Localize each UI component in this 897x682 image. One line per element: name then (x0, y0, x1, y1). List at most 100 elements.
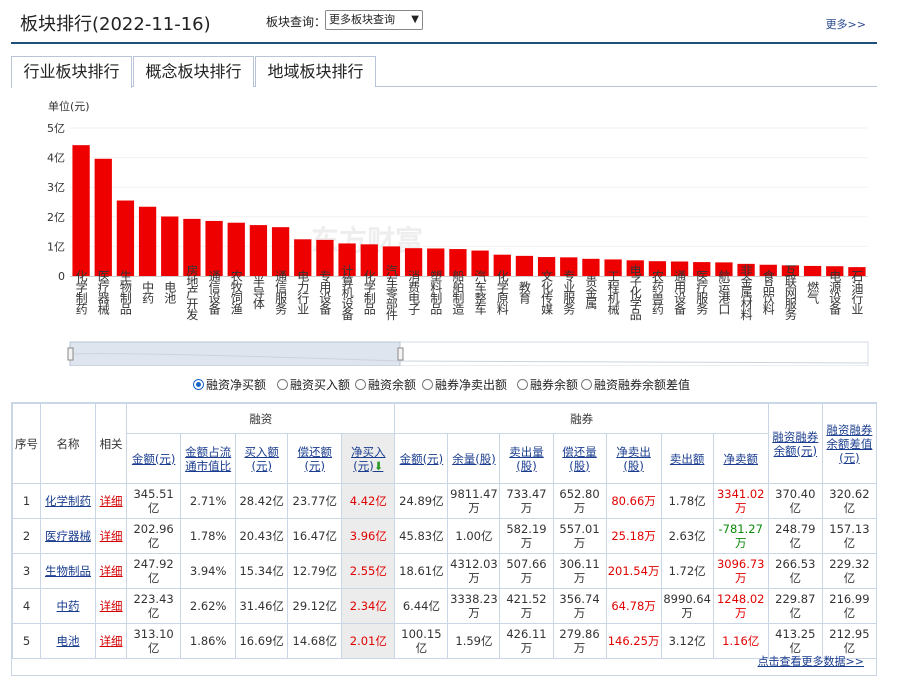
detail-link[interactable]: 详细 (99, 494, 123, 508)
table-row: 3 生物制品 详细 247.92亿 3.94% 15.34亿 12.79亿 2.55亿 18.6… (11, 553, 878, 589)
tab-region-ranking[interactable]: 地域板块排行 (255, 56, 376, 87)
x-tick-label: 中药 (141, 280, 155, 304)
y-axis-label: 单位(元) (48, 99, 90, 113)
sort-balance-diff[interactable]: 融资融券余额差值(元) (826, 422, 873, 465)
group-securities-lending: 融券 (394, 403, 769, 434)
cell-name: 化学制药 (40, 483, 97, 519)
cell-fin-buy: 28.42亿 (235, 483, 289, 519)
cell-sec-sell-amt: 3.12亿 (660, 623, 714, 659)
radio-label: 融券净卖出额 (435, 378, 508, 392)
sort-sec-sell-amt[interactable]: 卖出额 (669, 451, 705, 466)
y-tick-label: 0 (58, 270, 65, 283)
cell-fin-buy: 16.69亿 (235, 623, 289, 659)
y-tick-label: 3亿 (47, 181, 65, 194)
sort-sec-net-sell[interactable]: 净卖出(股) (616, 444, 651, 473)
cell-total-balance: 229.87亿 (767, 588, 823, 624)
y-tick-label: 5亿 (47, 122, 65, 135)
cell-fin-amount: 202.96亿 (126, 518, 182, 554)
y-tick-label: 1亿 (47, 240, 65, 253)
cell-fin-net-buy: 3.96亿 (341, 518, 396, 554)
cell-fin-ratio: 3.94% (180, 553, 237, 589)
cell-balance-diff: 229.32亿 (821, 553, 878, 589)
radio-option-3[interactable]: 融券净卖出额 (422, 376, 507, 393)
sort-sec-repay-vol[interactable]: 偿还量(股) (562, 444, 597, 473)
radio-checked-icon[interactable] (193, 379, 204, 390)
more-link[interactable]: 更多>> (825, 18, 866, 31)
cell-sec-sell-vol: 426.11万 (499, 623, 554, 659)
cell-balance-diff: 320.62亿 (821, 483, 878, 519)
sort-sec-sell-vol[interactable]: 卖出量(股) (509, 444, 544, 473)
cell-sec-sell-vol: 421.52万 (499, 588, 554, 624)
detail-link[interactable]: 详细 (99, 529, 123, 543)
tab-concept-ranking[interactable]: 概念板块排行 (133, 56, 254, 87)
radio-unchecked-icon[interactable] (277, 379, 288, 390)
x-tick-label: 文化传媒 (540, 269, 554, 315)
sort-sec-net-amt[interactable]: 净卖额 (723, 451, 758, 466)
x-tick-label: 电池 (163, 281, 177, 304)
sort-sec-amount[interactable]: 金额(元) (399, 451, 444, 466)
sort-sec-balance[interactable]: 余量(股) (452, 451, 496, 466)
cell-sec-sell-amt: 1.78亿 (660, 483, 714, 519)
sector-name-link[interactable]: 医疗器械 (45, 529, 92, 543)
cell-fin-net-buy: 2.55亿 (341, 553, 396, 589)
sort-fin-ratio[interactable]: 金额占流通市值比 (185, 444, 232, 473)
radio-option-4[interactable]: 融券余额 (517, 376, 578, 393)
cell-name: 生物制品 (40, 553, 97, 589)
sort-fin-net-buy[interactable]: 净买入(元)⬇ (351, 445, 386, 473)
detail-link[interactable]: 详细 (99, 564, 123, 578)
sector-query-select[interactable]: 更多板块查询 ▼ (325, 10, 423, 30)
col-name: 名称 (40, 403, 97, 484)
cell-sec-amount: 18.61亿 (394, 553, 449, 589)
sort-fin-repay[interactable]: 偿还额(元) (297, 444, 332, 473)
cell-fin-net-buy: 2.01亿 (341, 623, 396, 659)
col-balance-diff: 融资融券余额差值(元) (821, 403, 878, 484)
bar-房地产开发 (183, 218, 201, 276)
sector-name-link[interactable]: 生物制品 (45, 564, 92, 578)
x-tick-label: 汽车零部件 (384, 263, 398, 320)
bar-互联网服务 (781, 265, 800, 276)
cell-fin-ratio: 2.62% (180, 588, 237, 624)
radio-unchecked-icon[interactable] (355, 379, 366, 390)
bar-石油行业 (848, 267, 866, 276)
cell-seq: 1 (11, 483, 42, 519)
radio-unchecked-icon[interactable] (581, 379, 592, 390)
sort-total-balance[interactable]: 融资融券余额(元) (772, 429, 819, 458)
table-row: 5 电池 详细 313.10亿 1.86% 16.69亿 14.68亿 2.01亿 100.15… (11, 623, 878, 659)
tab-industry-ranking[interactable]: 行业板块排行 (11, 56, 132, 88)
cell-sec-sell-vol: 733.47万 (499, 483, 554, 519)
sort-fin-buy[interactable]: 买入额(元) (244, 444, 279, 473)
radio-option-2[interactable]: 融资余额 (355, 376, 416, 393)
table-row: 2 医疗器械 详细 202.96亿 1.78% 20.43亿 16.47亿 3.96亿 45.8… (11, 518, 878, 554)
cell-sec-balance: 4312.03万 (447, 553, 501, 589)
radio-option-0[interactable]: 融资净买额 (193, 376, 266, 393)
radio-option-1[interactable]: 融资买入额 (277, 376, 350, 393)
sector-name-link[interactable]: 化学制药 (45, 494, 92, 508)
chevron-down-icon: ▼ (411, 14, 419, 25)
table-body: 1 化学制药 详细 345.51亿 2.71% 28.42亿 23.77亿 4.42亿 24.8… (11, 483, 878, 659)
col-fin-net-buy: 净买入(元)⬇ (341, 433, 396, 484)
radio-unchecked-icon[interactable] (422, 379, 433, 390)
x-tick-label: 专业服务 (562, 269, 576, 315)
cell-balance-diff: 212.95亿 (821, 623, 878, 659)
sector-name-link[interactable]: 电池 (56, 634, 80, 648)
cell-sec-sell-amt: 2.63亿 (660, 518, 714, 554)
header: 板块排行(2022-11-16) 板块查询： 更多板块查询 ▼ 更多>> (0, 0, 897, 44)
more-data-link[interactable]: 点击查看更多数据>> (757, 655, 864, 668)
radio-label: 融资余额 (368, 378, 417, 392)
sector-name-link[interactable]: 中药 (56, 599, 80, 613)
bar-汽车整车 (471, 250, 489, 276)
col-sec-sell-vol: 卖出量(股) (499, 433, 554, 484)
detail-link[interactable]: 详细 (99, 599, 123, 613)
sort-fin-amount[interactable]: 金额(元) (131, 451, 176, 466)
detail-link[interactable]: 详细 (99, 634, 123, 648)
cell-related: 详细 (95, 518, 128, 554)
radio-option-5[interactable]: 融资融券余额差值 (581, 376, 690, 393)
sector-query-select-value: 更多板块查询 (329, 13, 395, 26)
cell-sec-amount: 24.89亿 (394, 483, 449, 519)
cell-fin-ratio: 1.78% (180, 518, 237, 554)
x-tick-label: 化学制品 (362, 270, 376, 315)
cell-balance-diff: 216.99亿 (821, 588, 878, 624)
cell-sec-repay-vol: 557.01万 (552, 518, 607, 554)
col-fin-buy: 买入额(元) (235, 433, 289, 484)
radio-unchecked-icon[interactable] (517, 379, 528, 390)
